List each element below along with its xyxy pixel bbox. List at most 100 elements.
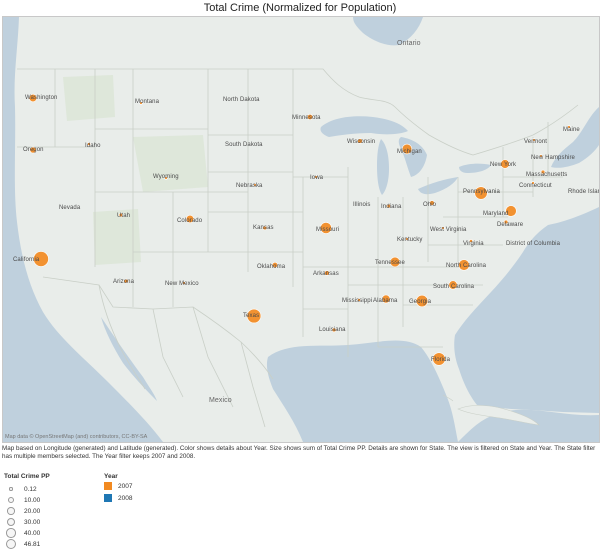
crime-mark[interactable] bbox=[262, 225, 268, 231]
crime-mark[interactable] bbox=[246, 308, 262, 324]
state-label: Pennsylvania bbox=[463, 189, 500, 195]
mexico-state-line bbox=[152, 308, 184, 398]
crime-mark[interactable] bbox=[448, 280, 458, 290]
color-swatch bbox=[104, 494, 112, 502]
state-borders bbox=[17, 68, 579, 428]
crime-mark[interactable] bbox=[28, 93, 38, 103]
crime-mark[interactable] bbox=[381, 294, 391, 304]
crime-mark[interactable] bbox=[320, 222, 332, 234]
gulf-of-mexico bbox=[266, 340, 458, 442]
state-label: Maryland bbox=[483, 211, 509, 217]
crime-mark[interactable] bbox=[469, 239, 473, 243]
crime-mark[interactable] bbox=[33, 251, 49, 267]
crime-mark[interactable] bbox=[357, 138, 363, 144]
us-canada-border bbox=[17, 68, 579, 156]
crime-mark[interactable] bbox=[331, 327, 337, 333]
color-swatch bbox=[104, 482, 112, 490]
crime-mark[interactable] bbox=[415, 294, 429, 308]
state-label: Colorado bbox=[177, 218, 203, 224]
state-label: West Virginia bbox=[430, 227, 467, 233]
size-legend-item: 0.12 bbox=[4, 484, 37, 494]
gulf-of-california bbox=[101, 317, 157, 401]
crime-mark[interactable] bbox=[185, 214, 195, 224]
size-legend-symbol bbox=[6, 539, 16, 549]
crime-mark[interactable] bbox=[405, 237, 409, 241]
crime-mark[interactable] bbox=[503, 219, 509, 225]
map-attribution[interactable]: Map data © OpenStreetMap (and) contribut… bbox=[5, 434, 148, 440]
crime-mark[interactable] bbox=[432, 352, 446, 366]
crime-mark[interactable] bbox=[139, 101, 143, 105]
crime-mark[interactable] bbox=[532, 138, 536, 142]
state-label: Alabama bbox=[373, 298, 398, 304]
state-label: Virginia bbox=[463, 241, 484, 247]
size-legend-label: 10.00 bbox=[24, 496, 41, 504]
crime-mark[interactable] bbox=[531, 181, 535, 185]
state-label: California bbox=[13, 257, 40, 263]
crime-mark[interactable] bbox=[272, 262, 278, 268]
country-label: Mexico bbox=[209, 397, 232, 404]
northern-bay bbox=[353, 17, 423, 46]
islands bbox=[442, 394, 540, 426]
state-label: Louisiana bbox=[319, 327, 346, 333]
size-legend-label: 0.12 bbox=[24, 485, 37, 493]
crime-mark[interactable] bbox=[324, 270, 330, 276]
crime-mark[interactable] bbox=[123, 278, 129, 284]
crime-mark[interactable] bbox=[314, 175, 318, 179]
size-legend-item: 10.00 bbox=[4, 495, 40, 505]
state-label: Ohio bbox=[423, 202, 437, 208]
size-legend-symbol bbox=[7, 507, 15, 515]
crime-mark[interactable] bbox=[429, 200, 435, 206]
crime-mark[interactable] bbox=[401, 143, 413, 155]
crime-mark[interactable] bbox=[182, 281, 186, 285]
state-label: Washington bbox=[25, 95, 58, 101]
state-label: South Dakota bbox=[225, 142, 263, 148]
state-label: North Dakota bbox=[223, 97, 260, 103]
crime-mark[interactable] bbox=[357, 298, 361, 302]
color-legend-label: 2007 bbox=[118, 482, 133, 490]
state-label: Arkansas bbox=[313, 271, 339, 277]
country-label: Ontario bbox=[397, 40, 421, 47]
state-label: Missouri bbox=[316, 227, 340, 233]
crime-mark[interactable] bbox=[540, 169, 546, 175]
cuba bbox=[457, 405, 540, 426]
state-label: Wisconsin bbox=[347, 139, 376, 145]
crime-mark[interactable] bbox=[389, 256, 401, 268]
crime-mark[interactable] bbox=[386, 203, 392, 209]
map-view[interactable]: Ontario Mexico Washington Oregon Idaho Montan… bbox=[2, 16, 600, 443]
state-label: Utah bbox=[117, 213, 131, 219]
state-label: Montana bbox=[135, 99, 160, 105]
state-label: Kansas bbox=[253, 225, 274, 231]
state-label: Texas bbox=[243, 313, 260, 319]
state-label: Massachusetts bbox=[526, 172, 568, 178]
state-label: Idaho bbox=[85, 143, 101, 149]
lake-superior bbox=[320, 116, 408, 137]
crime-mark[interactable] bbox=[505, 205, 517, 217]
crime-mark[interactable] bbox=[87, 142, 91, 146]
state-label: Connecticut bbox=[519, 183, 552, 189]
state-label: Kentucky bbox=[397, 237, 423, 243]
crime-mark[interactable] bbox=[500, 159, 510, 169]
crime-mark[interactable] bbox=[458, 259, 470, 271]
crime-mark[interactable] bbox=[567, 125, 571, 129]
color-legend-item-2007[interactable]: 2007 bbox=[104, 482, 132, 490]
crime-mark[interactable] bbox=[307, 114, 313, 120]
state-label: Arizona bbox=[113, 279, 135, 285]
crime-mark[interactable] bbox=[164, 176, 168, 180]
crime-mark[interactable] bbox=[29, 146, 37, 154]
crime-mark[interactable] bbox=[253, 183, 257, 187]
color-legend-title: Year bbox=[104, 473, 118, 480]
lake-ontario bbox=[459, 163, 491, 173]
state-label: Indiana bbox=[381, 204, 402, 210]
mexico-state-line bbox=[192, 306, 234, 408]
crime-mark[interactable] bbox=[118, 212, 124, 218]
state-label: Vermont bbox=[524, 139, 548, 145]
crime-mark[interactable] bbox=[441, 226, 445, 230]
size-legend-item: 20.00 bbox=[4, 506, 40, 516]
atlantic-ocean bbox=[454, 207, 599, 413]
crime-mark[interactable] bbox=[539, 154, 543, 158]
caption: Map based on Longitude (generated) and L… bbox=[2, 445, 596, 461]
state-label: Michigan bbox=[397, 149, 422, 155]
crime-mark[interactable] bbox=[474, 186, 488, 200]
mexico-state-line bbox=[240, 341, 266, 428]
color-legend-item-2008[interactable]: 2008 bbox=[104, 494, 132, 502]
